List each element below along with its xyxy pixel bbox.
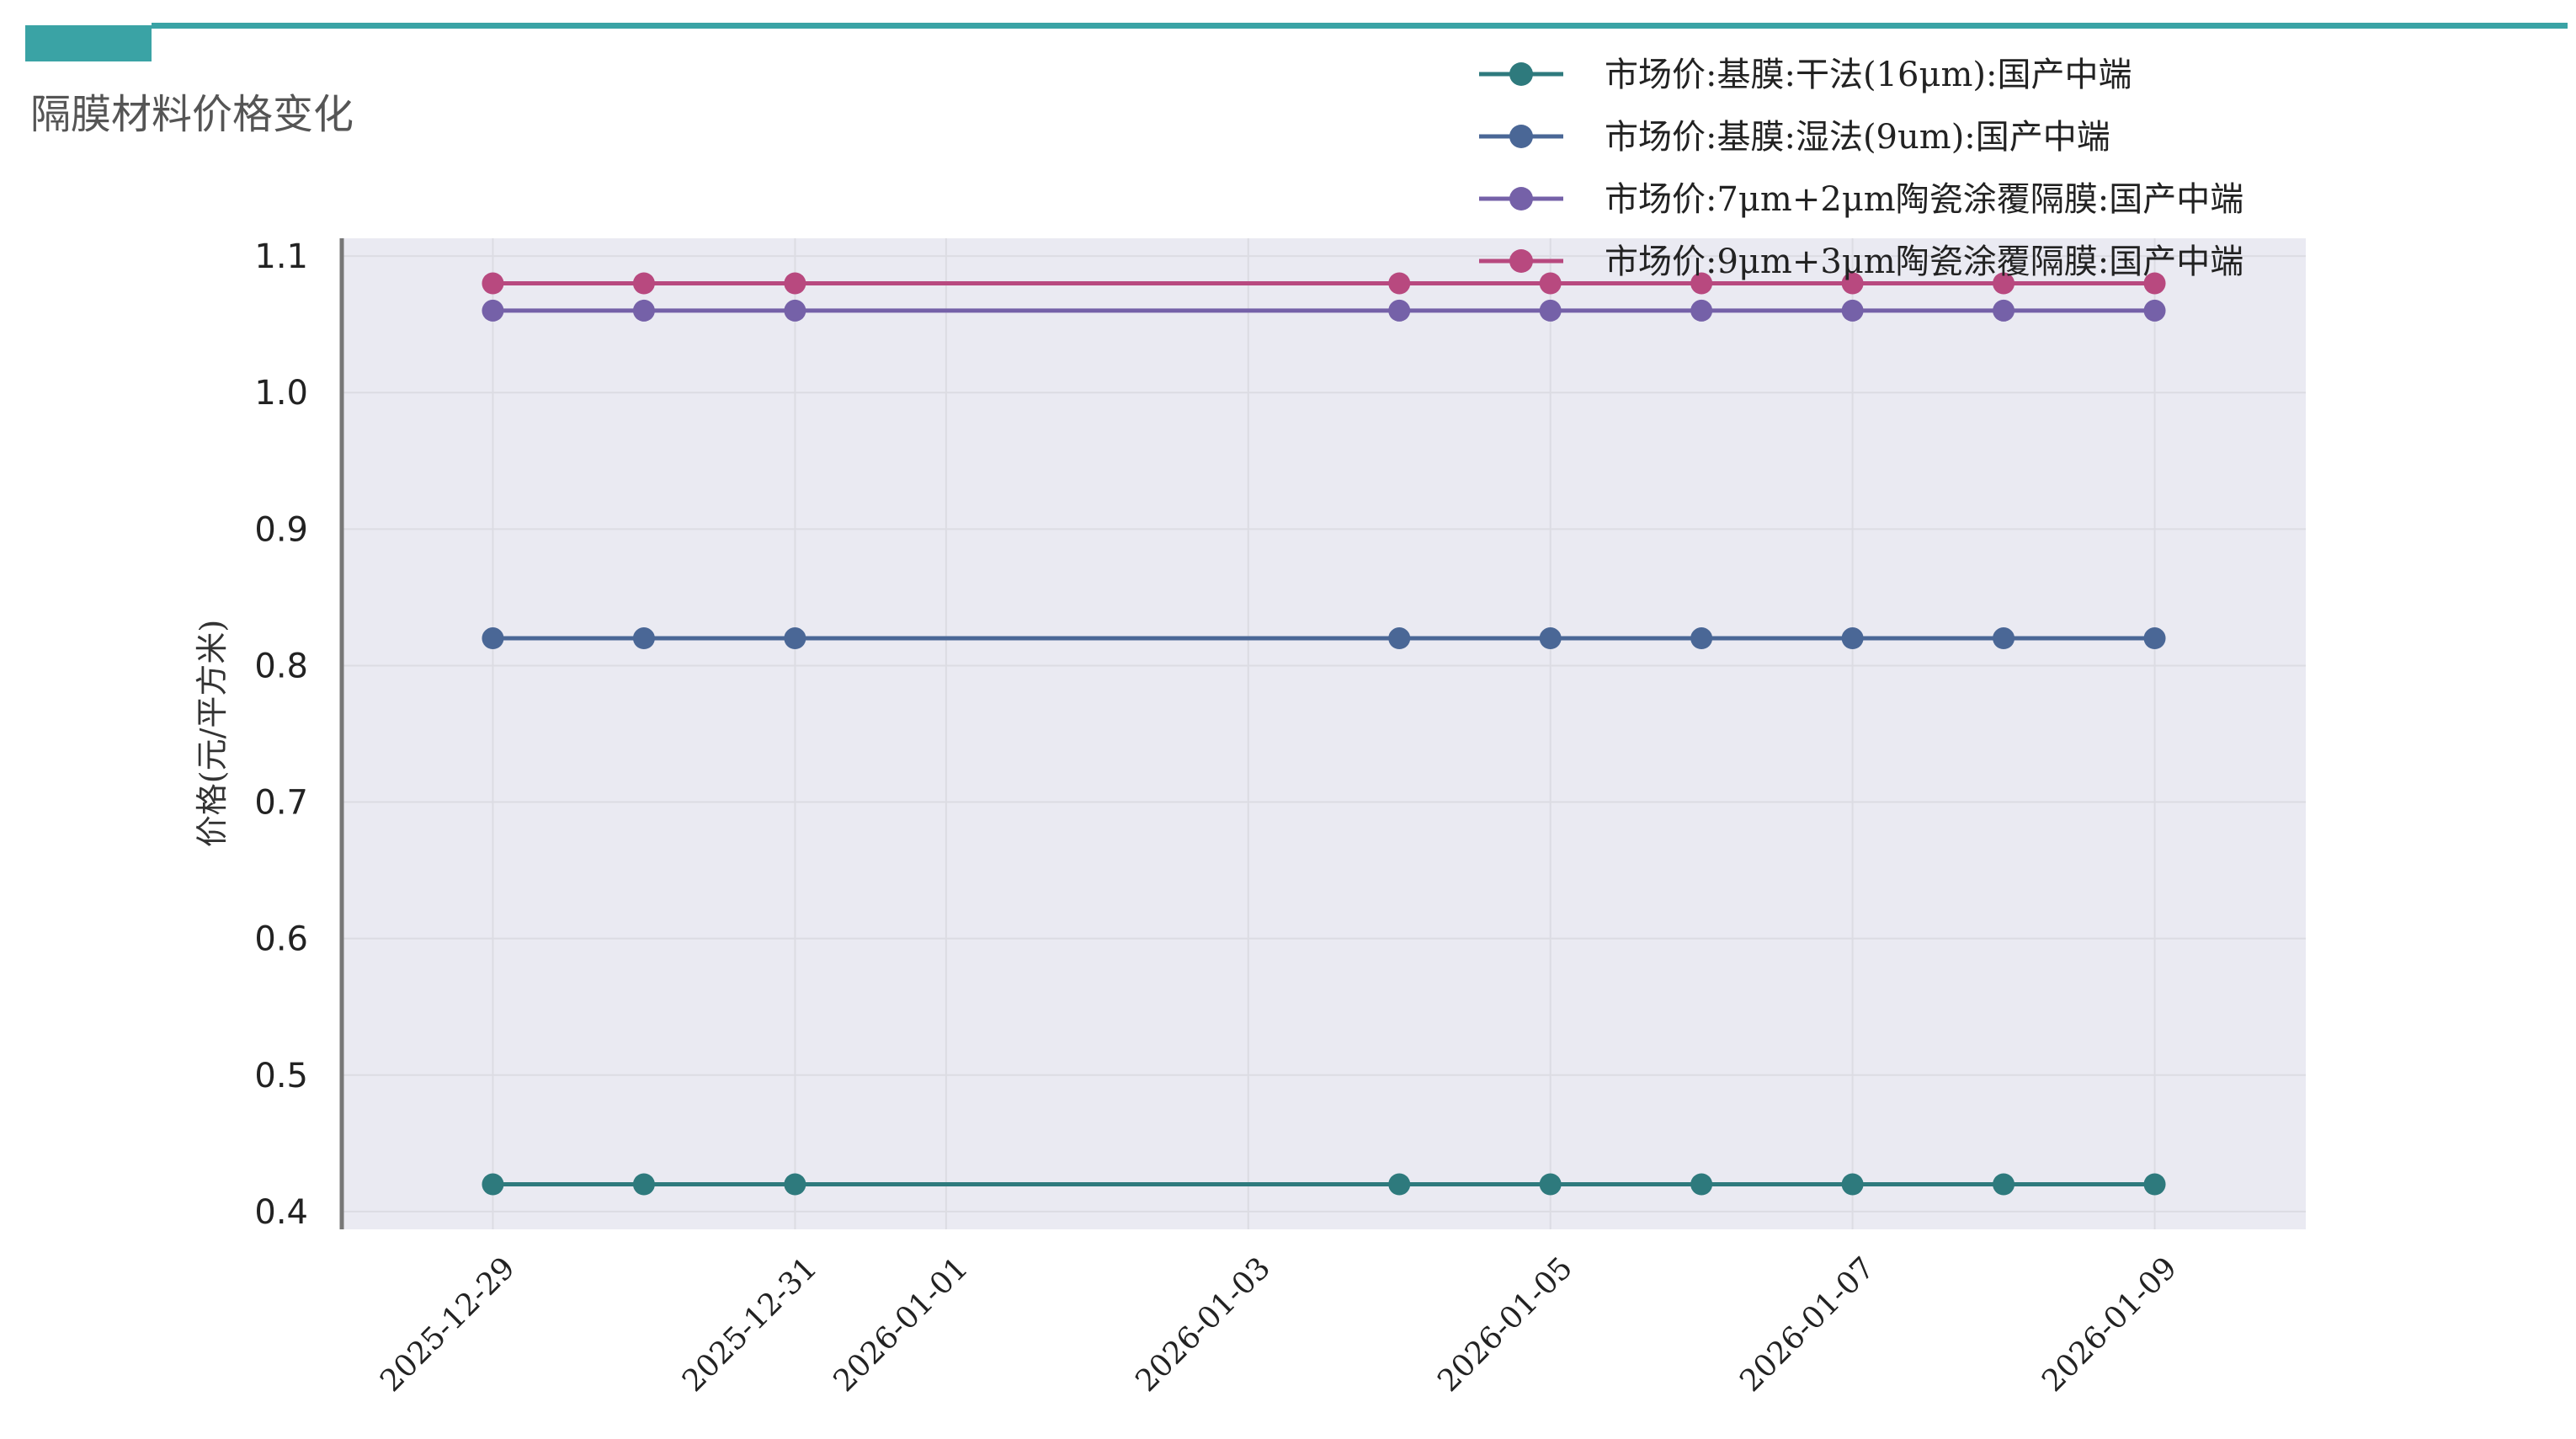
data-point (784, 299, 806, 322)
data-point (1993, 627, 2015, 650)
y-tick-label: 0.9 (254, 510, 308, 549)
data-point (1539, 299, 1562, 322)
y-axis: 0.4 0.5 0.6 0.7 0.8 0.9 1.0 1.1 (254, 237, 308, 1232)
data-point (632, 1173, 655, 1196)
plot-area (342, 238, 2306, 1229)
y-axis-label: 价格(元/平方米) (194, 620, 231, 847)
y-tick-label: 0.5 (254, 1057, 308, 1095)
data-point (632, 627, 655, 650)
x-tick-label: 2026-01-01 (827, 1250, 975, 1399)
data-point (1841, 627, 1864, 650)
y-tick-label: 1.1 (254, 237, 308, 276)
data-point (632, 299, 655, 322)
legend-item: 市场价:基膜:干法(16μm):国产中端 (1479, 56, 2132, 94)
x-tick-label: 2026-01-07 (1733, 1250, 1881, 1399)
legend-marker (1509, 249, 1533, 273)
data-point (482, 1173, 504, 1196)
data-point (1388, 627, 1411, 650)
data-point (1841, 272, 1864, 295)
data-point (1539, 627, 1562, 650)
data-point (784, 1173, 806, 1196)
legend-label: 市场价:基膜:干法(16μm):国产中端 (1605, 56, 2132, 94)
legend-marker (1509, 125, 1533, 148)
y-tick-label: 0.4 (254, 1193, 308, 1232)
data-point (1841, 299, 1864, 322)
legend-label: 市场价:9μm+3μm陶瓷涂覆隔膜:国产中端 (1605, 242, 2243, 281)
data-point (1388, 272, 1411, 295)
data-point (1690, 627, 1713, 650)
data-point (632, 272, 655, 295)
legend-item: 市场价:基膜:湿法(9um):国产中端 (1479, 118, 2110, 157)
legend-item: 市场价:9μm+3μm陶瓷涂覆隔膜:国产中端 (1479, 242, 2243, 281)
data-point (1690, 272, 1713, 295)
legend: 市场价:基膜:干法(16μm):国产中端市场价:基膜:湿法(9um):国产中端市… (1479, 56, 2243, 281)
page-title: 隔膜材料价格变化 (30, 91, 354, 138)
data-point (1388, 1173, 1411, 1196)
x-tick-label: 2025-12-29 (374, 1250, 522, 1399)
series-1 (482, 1173, 2166, 1196)
data-point (1388, 299, 1411, 322)
data-point (2143, 627, 2166, 650)
legend-label: 市场价:基膜:湿法(9um):国产中端 (1605, 118, 2110, 157)
y-tick-label: 0.8 (254, 647, 308, 685)
legend-label: 市场价:7μm+2μm陶瓷涂覆隔膜:国产中端 (1605, 180, 2243, 219)
data-point (482, 272, 504, 295)
data-point (1993, 299, 2015, 322)
data-point (482, 627, 504, 650)
data-point (784, 627, 806, 650)
series-4 (482, 272, 2166, 295)
data-point (1539, 1173, 1562, 1196)
data-point (1841, 1173, 1864, 1196)
grid (342, 238, 2306, 1229)
data-point (1690, 299, 1713, 322)
series-2 (482, 627, 2166, 650)
legend-item: 市场价:7μm+2μm陶瓷涂覆隔膜:国产中端 (1479, 180, 2243, 219)
y-tick-label: 0.7 (254, 784, 308, 823)
data-point (1993, 272, 2015, 295)
header-rule (152, 23, 2568, 29)
y-tick-label: 1.0 (254, 374, 308, 413)
data-point (1690, 1173, 1713, 1196)
data-point (2143, 299, 2166, 322)
legend-marker (1509, 187, 1533, 211)
x-tick-label: 2026-01-09 (2036, 1250, 2184, 1399)
data-point (784, 272, 806, 295)
x-tick-label: 2026-01-03 (1129, 1250, 1277, 1399)
legend-marker (1509, 62, 1533, 86)
data-point (1993, 1173, 2015, 1196)
y-tick-label: 0.6 (254, 920, 308, 959)
series-3 (482, 299, 2166, 322)
data-point (2143, 1173, 2166, 1196)
series-group (482, 272, 2166, 1196)
x-tick-label: 2026-01-05 (1431, 1250, 1579, 1399)
data-point (482, 299, 504, 322)
data-point (1539, 272, 1562, 295)
x-axis: 2025-12-29 2025-12-31 2026-01-01 2026-01-03… (374, 1250, 2184, 1399)
x-tick-label: 2025-12-31 (676, 1250, 824, 1399)
data-point (2143, 272, 2166, 295)
header-accent-bar (25, 25, 152, 61)
